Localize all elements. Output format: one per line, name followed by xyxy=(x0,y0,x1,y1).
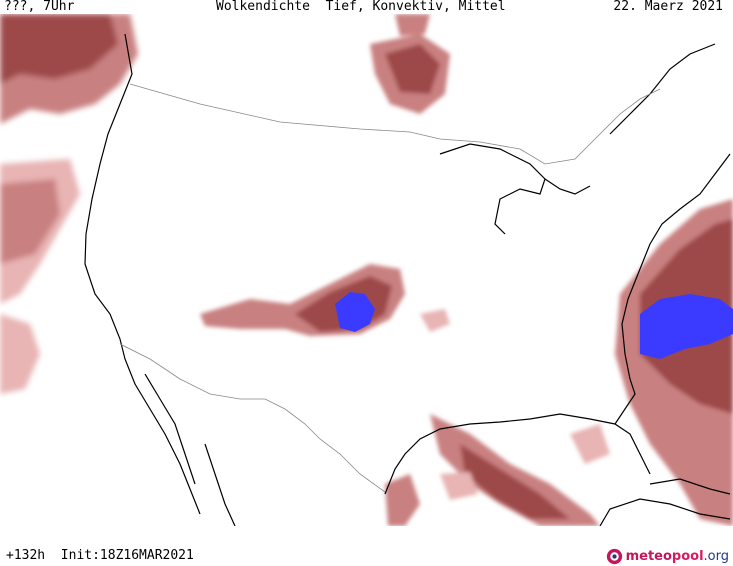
political-borders xyxy=(119,83,661,493)
map-title: Wolkendichte Tief, Konvektiv, Mittel xyxy=(216,0,506,14)
valid-time-label: ???, 7Uhr xyxy=(4,0,75,14)
cloud-field-central xyxy=(200,264,450,336)
coastlines xyxy=(84,33,731,526)
cloud-field-atlantic xyxy=(615,199,733,526)
brand-text: meteopool.org xyxy=(625,548,729,564)
map-footer: +132h Init:18Z16MAR2021 meteopool.org xyxy=(0,526,733,566)
cloud-field-gulf xyxy=(385,414,610,526)
meteopool-logo-icon xyxy=(606,548,622,564)
cloud-density-map xyxy=(0,14,733,526)
convective-core-central xyxy=(335,292,375,332)
model-run-info: +132h Init:18Z16MAR2021 xyxy=(6,548,194,563)
convective-core-atlantic xyxy=(640,294,733,359)
meteopool-brand[interactable]: meteopool.org xyxy=(606,546,729,566)
cloud-field-canada xyxy=(370,14,450,114)
forecast-date: 22. Maerz 2021 xyxy=(613,0,723,14)
cloud-field-pacific-west xyxy=(0,14,138,394)
